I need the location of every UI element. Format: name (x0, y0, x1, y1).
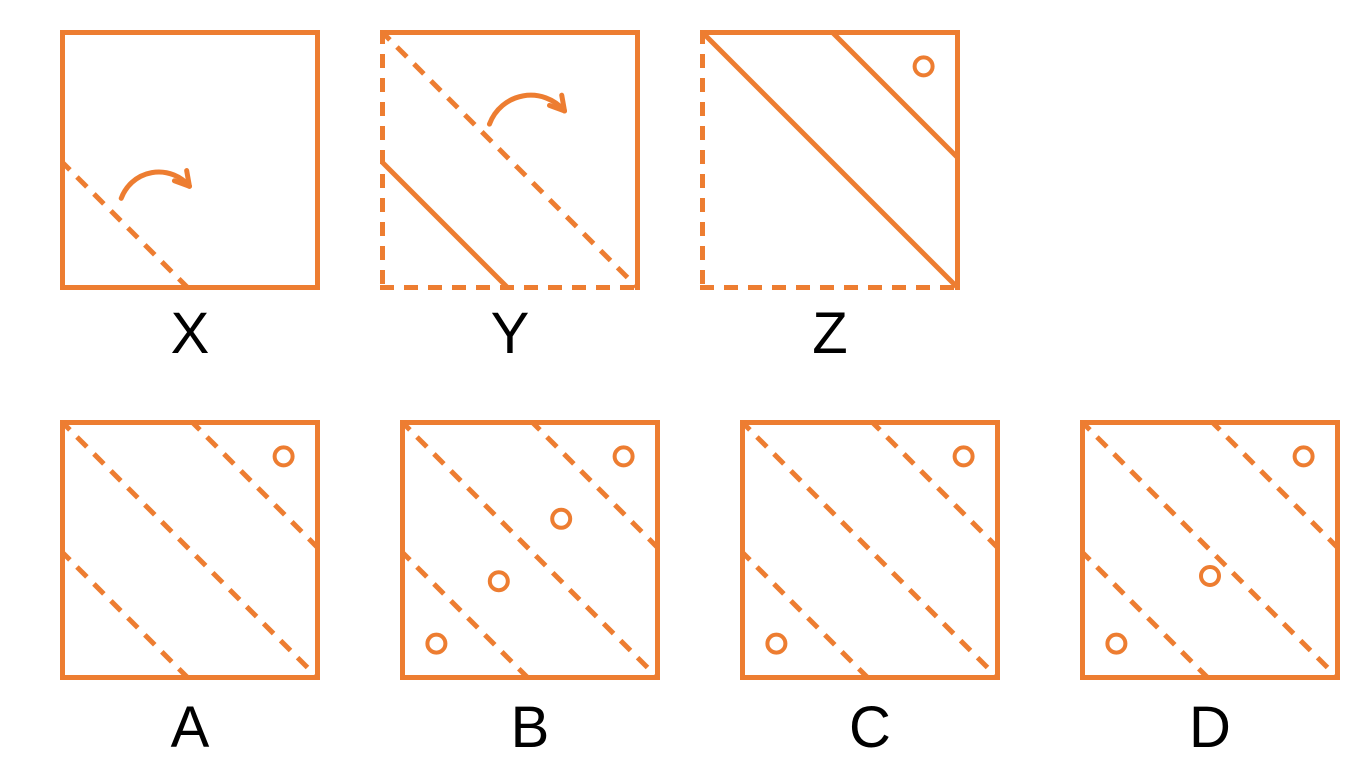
panel-C (740, 420, 1000, 680)
puzzle-canvas: XYZ A B C D (0, 0, 1366, 768)
panel-svg-A (60, 420, 320, 680)
panel-svg-D (1080, 420, 1340, 680)
panel-svg-Z (700, 30, 960, 290)
panel-svg-Y (380, 30, 640, 290)
label-B: B (400, 694, 660, 761)
panel-svg-B (400, 420, 660, 680)
panel-Z (700, 30, 960, 290)
label-X: X (60, 300, 320, 367)
label-A: A (60, 694, 320, 761)
panel-svg-C (740, 420, 1000, 680)
panel-X (60, 30, 320, 290)
label-Z: Z (700, 300, 960, 367)
label-Y: Y (380, 300, 640, 367)
panel-B (400, 420, 660, 680)
panel-D (1080, 420, 1340, 680)
panel-Y (380, 30, 640, 290)
label-C: C (740, 694, 1000, 761)
panel-svg-X (60, 30, 320, 290)
panel-A (60, 420, 320, 680)
label-D: D (1080, 694, 1340, 761)
